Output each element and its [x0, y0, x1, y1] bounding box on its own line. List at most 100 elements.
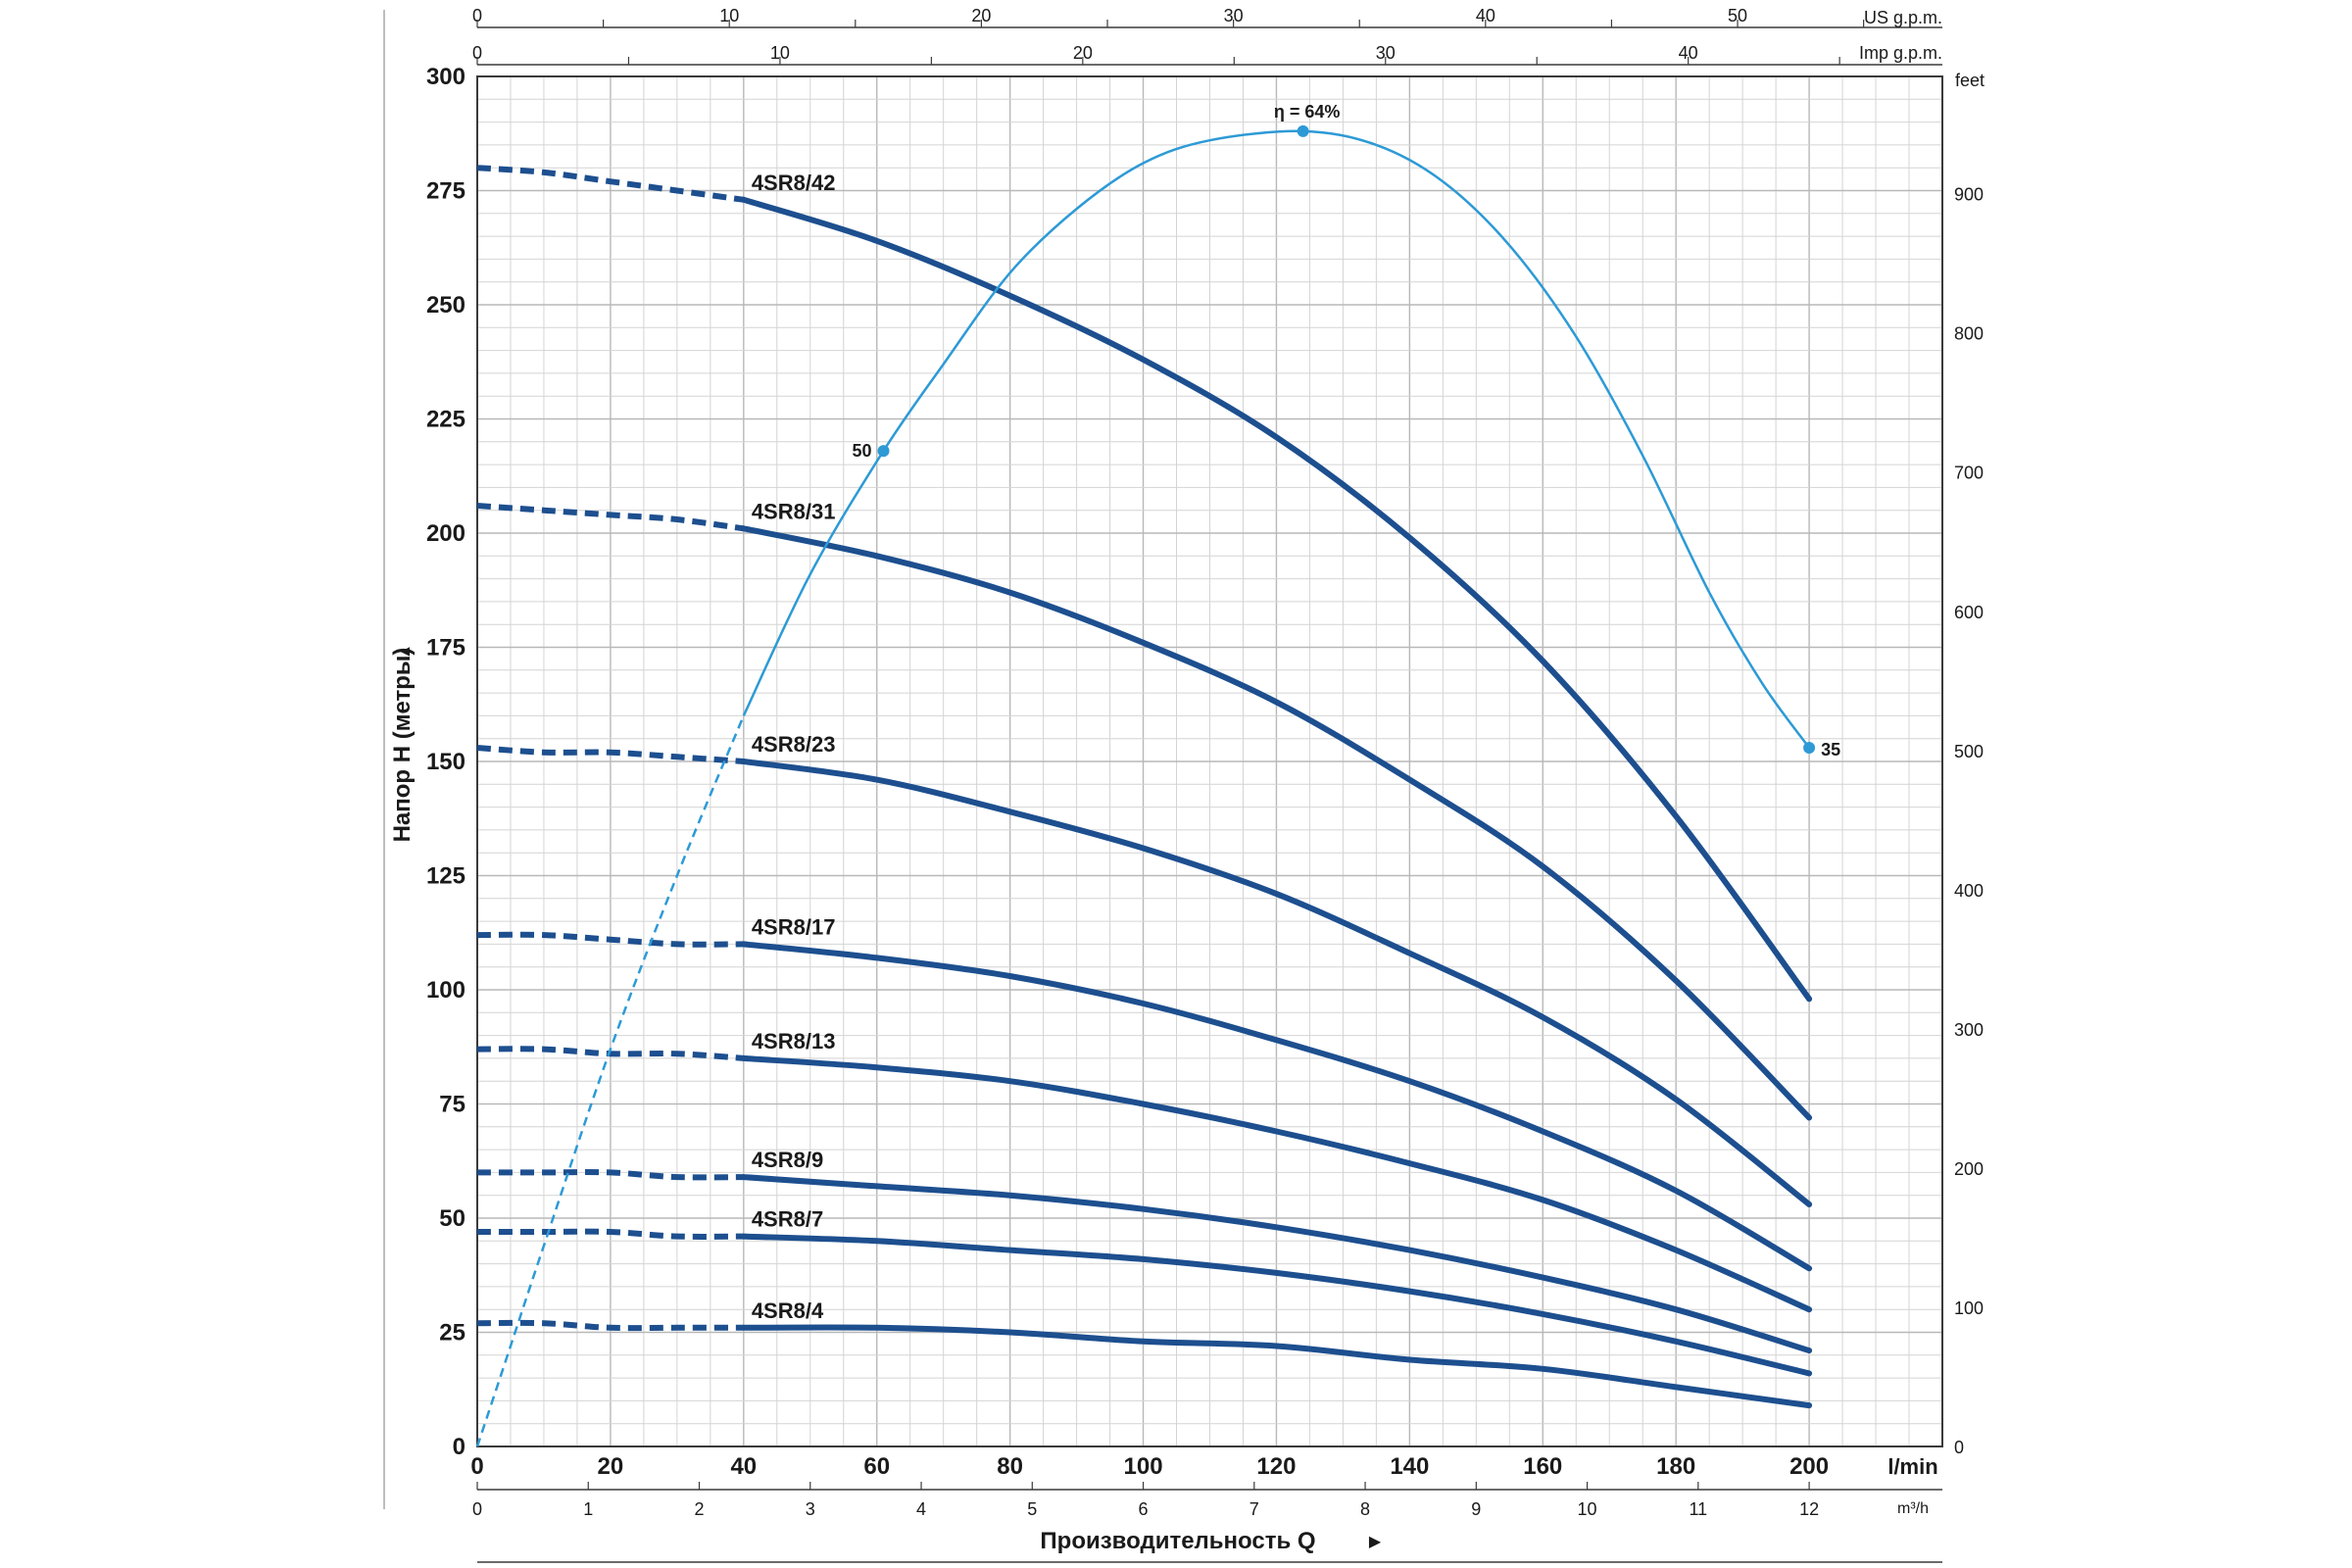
x-tick-label: 160: [1523, 1453, 1562, 1480]
efficiency-line-dashed: [475, 714, 745, 1447]
feet-tick-label: 200: [1954, 1159, 1984, 1179]
x-tick-label: 200: [1789, 1453, 1829, 1480]
series-line-4SR8/31: [740, 525, 1813, 1121]
imp-gpm-tick-label: 0: [472, 43, 482, 63]
x-tick-label: 60: [863, 1453, 890, 1480]
x-tick-label: 100: [1124, 1453, 1163, 1480]
series-line-4SR8/9: [740, 1174, 1813, 1354]
y-tick-label: 175: [426, 635, 466, 662]
m3h-tick-label: 8: [1360, 1499, 1370, 1519]
y-tick-label: 275: [426, 178, 466, 205]
feet-tick-label: 500: [1954, 742, 1984, 761]
series-line-4SR8/42: [740, 196, 1813, 1003]
x-axis-title: Производительность Q: [1040, 1528, 1315, 1554]
efficiency-marker-label: 35: [1821, 740, 1840, 760]
x-unit-us-gpm: US g.p.m.: [1864, 8, 1942, 27]
series-line-dashed-4SR8/9: [477, 1169, 744, 1181]
x-tick-label: 140: [1390, 1453, 1429, 1480]
y-tick-label: 100: [426, 977, 466, 1004]
series-line-dashed-4SR8/42: [476, 165, 745, 203]
series-line-dashed-4SR8/23: [476, 745, 745, 764]
efficiency-marker-label: η = 64%: [1274, 102, 1341, 122]
series-line-dashed-4SR8/17: [476, 931, 744, 948]
m3h-tick-label: 12: [1799, 1499, 1819, 1519]
y-tick-label: 300: [426, 64, 466, 90]
y-axis-arrow: ▲: [397, 644, 414, 660]
efficiency-marker-label: 50: [852, 441, 871, 461]
series-line-4SR8/17: [740, 941, 1813, 1272]
imp-gpm-tick-label: 40: [1679, 43, 1698, 63]
y-tick-label: 50: [439, 1205, 466, 1232]
us-gpm-tick-label: 30: [1224, 6, 1244, 25]
series-line-dashed-4SR8/7: [477, 1228, 744, 1240]
series-label: 4SR8/17: [752, 914, 836, 939]
x-tick-label: 120: [1256, 1453, 1296, 1480]
feet-tick-label: 0: [1954, 1438, 1964, 1457]
series-line-4SR8/4: [740, 1324, 1813, 1409]
us-gpm-tick-label: 50: [1728, 6, 1747, 25]
x-tick-label: 80: [997, 1453, 1023, 1480]
series-line-4SR8/23: [740, 759, 1813, 1207]
series-line-dashed-4SR8/4: [476, 1319, 744, 1332]
series-line-dashed-4SR8/13: [476, 1046, 745, 1061]
series-line-4SR8/7: [740, 1233, 1813, 1377]
us-gpm-tick-label: 10: [719, 6, 739, 25]
feet-tick-label: 700: [1954, 464, 1984, 483]
series-label: 4SR8/42: [752, 171, 836, 195]
feet-tick-label: 400: [1954, 881, 1984, 901]
imp-gpm-tick-label: 30: [1376, 43, 1396, 63]
feet-tick-label: 100: [1954, 1298, 1984, 1318]
m3h-tick-label: 5: [1027, 1499, 1037, 1519]
m3h-tick-label: 3: [806, 1499, 815, 1519]
efficiency-group: 50 η = 64% 35: [475, 102, 1840, 1447]
y-tick-label: 225: [426, 407, 466, 433]
imp-gpm-tick-label: 20: [1073, 43, 1093, 63]
us-gpm-tick-label: 0: [472, 6, 482, 25]
x-axis-arrow: ▶: [1369, 1534, 1382, 1550]
efficiency-marker: [1297, 124, 1309, 137]
x-tick-label: 0: [470, 1453, 483, 1480]
m3h-tick-label: 0: [472, 1499, 482, 1519]
series-label: 4SR8/23: [752, 732, 836, 757]
x-unit-imp-gpm: Imp g.p.m.: [1859, 43, 1942, 63]
y-tick-label: 75: [439, 1092, 466, 1118]
y-tick-label: 25: [439, 1320, 466, 1347]
x-unit-m3h: m³/h: [1897, 1500, 1929, 1517]
series-label: 4SR8/31: [752, 499, 836, 523]
feet-tick-label: 900: [1954, 185, 1984, 205]
x-tick-label: 180: [1656, 1453, 1695, 1480]
m3h-tick-label: 1: [583, 1499, 593, 1519]
efficiency-marker: [877, 445, 890, 458]
feet-tick-label: 800: [1954, 324, 1984, 344]
y-tick-label: 200: [426, 520, 466, 547]
m3h-tick-label: 4: [916, 1499, 926, 1519]
tick-labels: 0 20 40 60 80 100 120 140 160 180 2000255075100125…: [426, 6, 1984, 1519]
m3h-tick-label: 6: [1139, 1499, 1149, 1519]
m3h-tick-label: 2: [695, 1499, 705, 1519]
grid: [476, 75, 1943, 1447]
y-tick-label: 150: [426, 749, 466, 775]
m3h-tick-label: 11: [1689, 1499, 1707, 1519]
us-gpm-tick-label: 20: [971, 6, 991, 25]
us-gpm-tick-label: 40: [1476, 6, 1495, 25]
series-line-dashed-4SR8/31: [476, 503, 745, 532]
imp-gpm-tick-label: 10: [770, 43, 790, 63]
m3h-tick-label: 7: [1250, 1499, 1259, 1519]
series-label: 4SR8/9: [752, 1148, 823, 1172]
series-label: 4SR8/7: [752, 1207, 823, 1232]
series-line-4SR8/13: [740, 1054, 1813, 1313]
plot-border: [476, 75, 1943, 1447]
series-group: 4SR8/42 4SR8/31 4SR8/23 4SR8/17 4SR8/13 4SR8/…: [476, 165, 1813, 1409]
y-unit-feet: feet: [1955, 71, 1984, 90]
m3h-tick-label: 9: [1471, 1499, 1481, 1519]
efficiency-marker: [1803, 742, 1816, 755]
series-label: 4SR8/4: [752, 1298, 824, 1323]
series-label: 4SR8/13: [752, 1029, 836, 1054]
feet-tick-label: 600: [1954, 603, 1984, 622]
x-unit-lmin: l/min: [1887, 1454, 1937, 1479]
x-tick-label: 40: [730, 1453, 757, 1480]
y-tick-label: 250: [426, 292, 466, 318]
y-axis-title: Напор H (метры): [389, 648, 416, 843]
feet-tick-label: 300: [1954, 1020, 1984, 1040]
